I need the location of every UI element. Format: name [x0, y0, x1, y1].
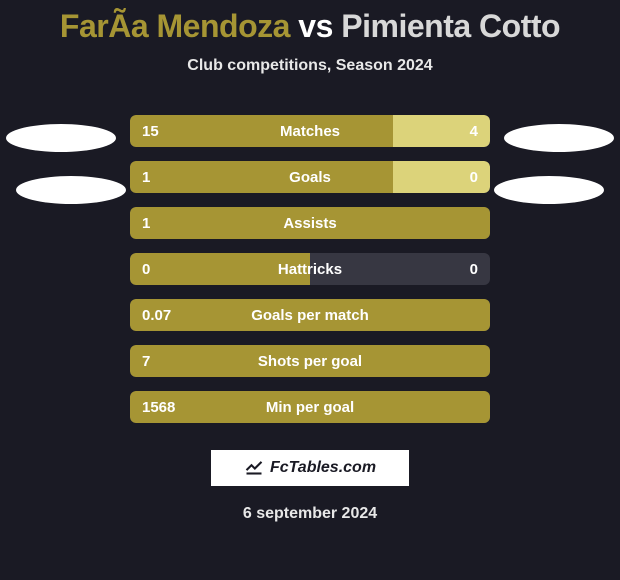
subtitle: Club competitions, Season 2024: [0, 57, 620, 75]
stat-label: Hattricks: [130, 253, 490, 285]
player1-name: FarÃ­a Mendoza: [60, 8, 290, 44]
stat-row: 7Shots per goal: [130, 345, 490, 377]
placeholder-ellipse: [504, 124, 614, 152]
stat-row: 1Assists: [130, 207, 490, 239]
player2-name: Pimienta Cotto: [341, 8, 560, 44]
stat-label: Assists: [130, 207, 490, 239]
stat-label: Goals per match: [130, 299, 490, 331]
badge-wrap: FcTables.com: [0, 449, 620, 487]
fctables-badge[interactable]: FcTables.com: [210, 449, 410, 487]
stat-label: Min per goal: [130, 391, 490, 423]
badge-text: FcTables.com: [270, 459, 376, 477]
stats-container: 154Matches 10Goals 1Assists 00Hattricks 0.07…: [130, 115, 490, 423]
stat-label: Matches: [130, 115, 490, 147]
stat-row: 0.07Goals per match: [130, 299, 490, 331]
stat-row: 00Hattricks: [130, 253, 490, 285]
stat-label: Goals: [130, 161, 490, 193]
date-text: 6 september 2024: [0, 505, 620, 523]
placeholder-ellipse: [6, 124, 116, 152]
vs-text: vs: [298, 8, 333, 44]
stat-row: 10Goals: [130, 161, 490, 193]
page-title: FarÃ­a Mendoza vs Pimienta Cotto: [0, 0, 620, 45]
stat-label: Shots per goal: [130, 345, 490, 377]
stat-row: 1568Min per goal: [130, 391, 490, 423]
chart-icon: [244, 456, 264, 481]
placeholder-ellipse: [16, 176, 126, 204]
placeholder-ellipse: [494, 176, 604, 204]
stat-row: 154Matches: [130, 115, 490, 147]
